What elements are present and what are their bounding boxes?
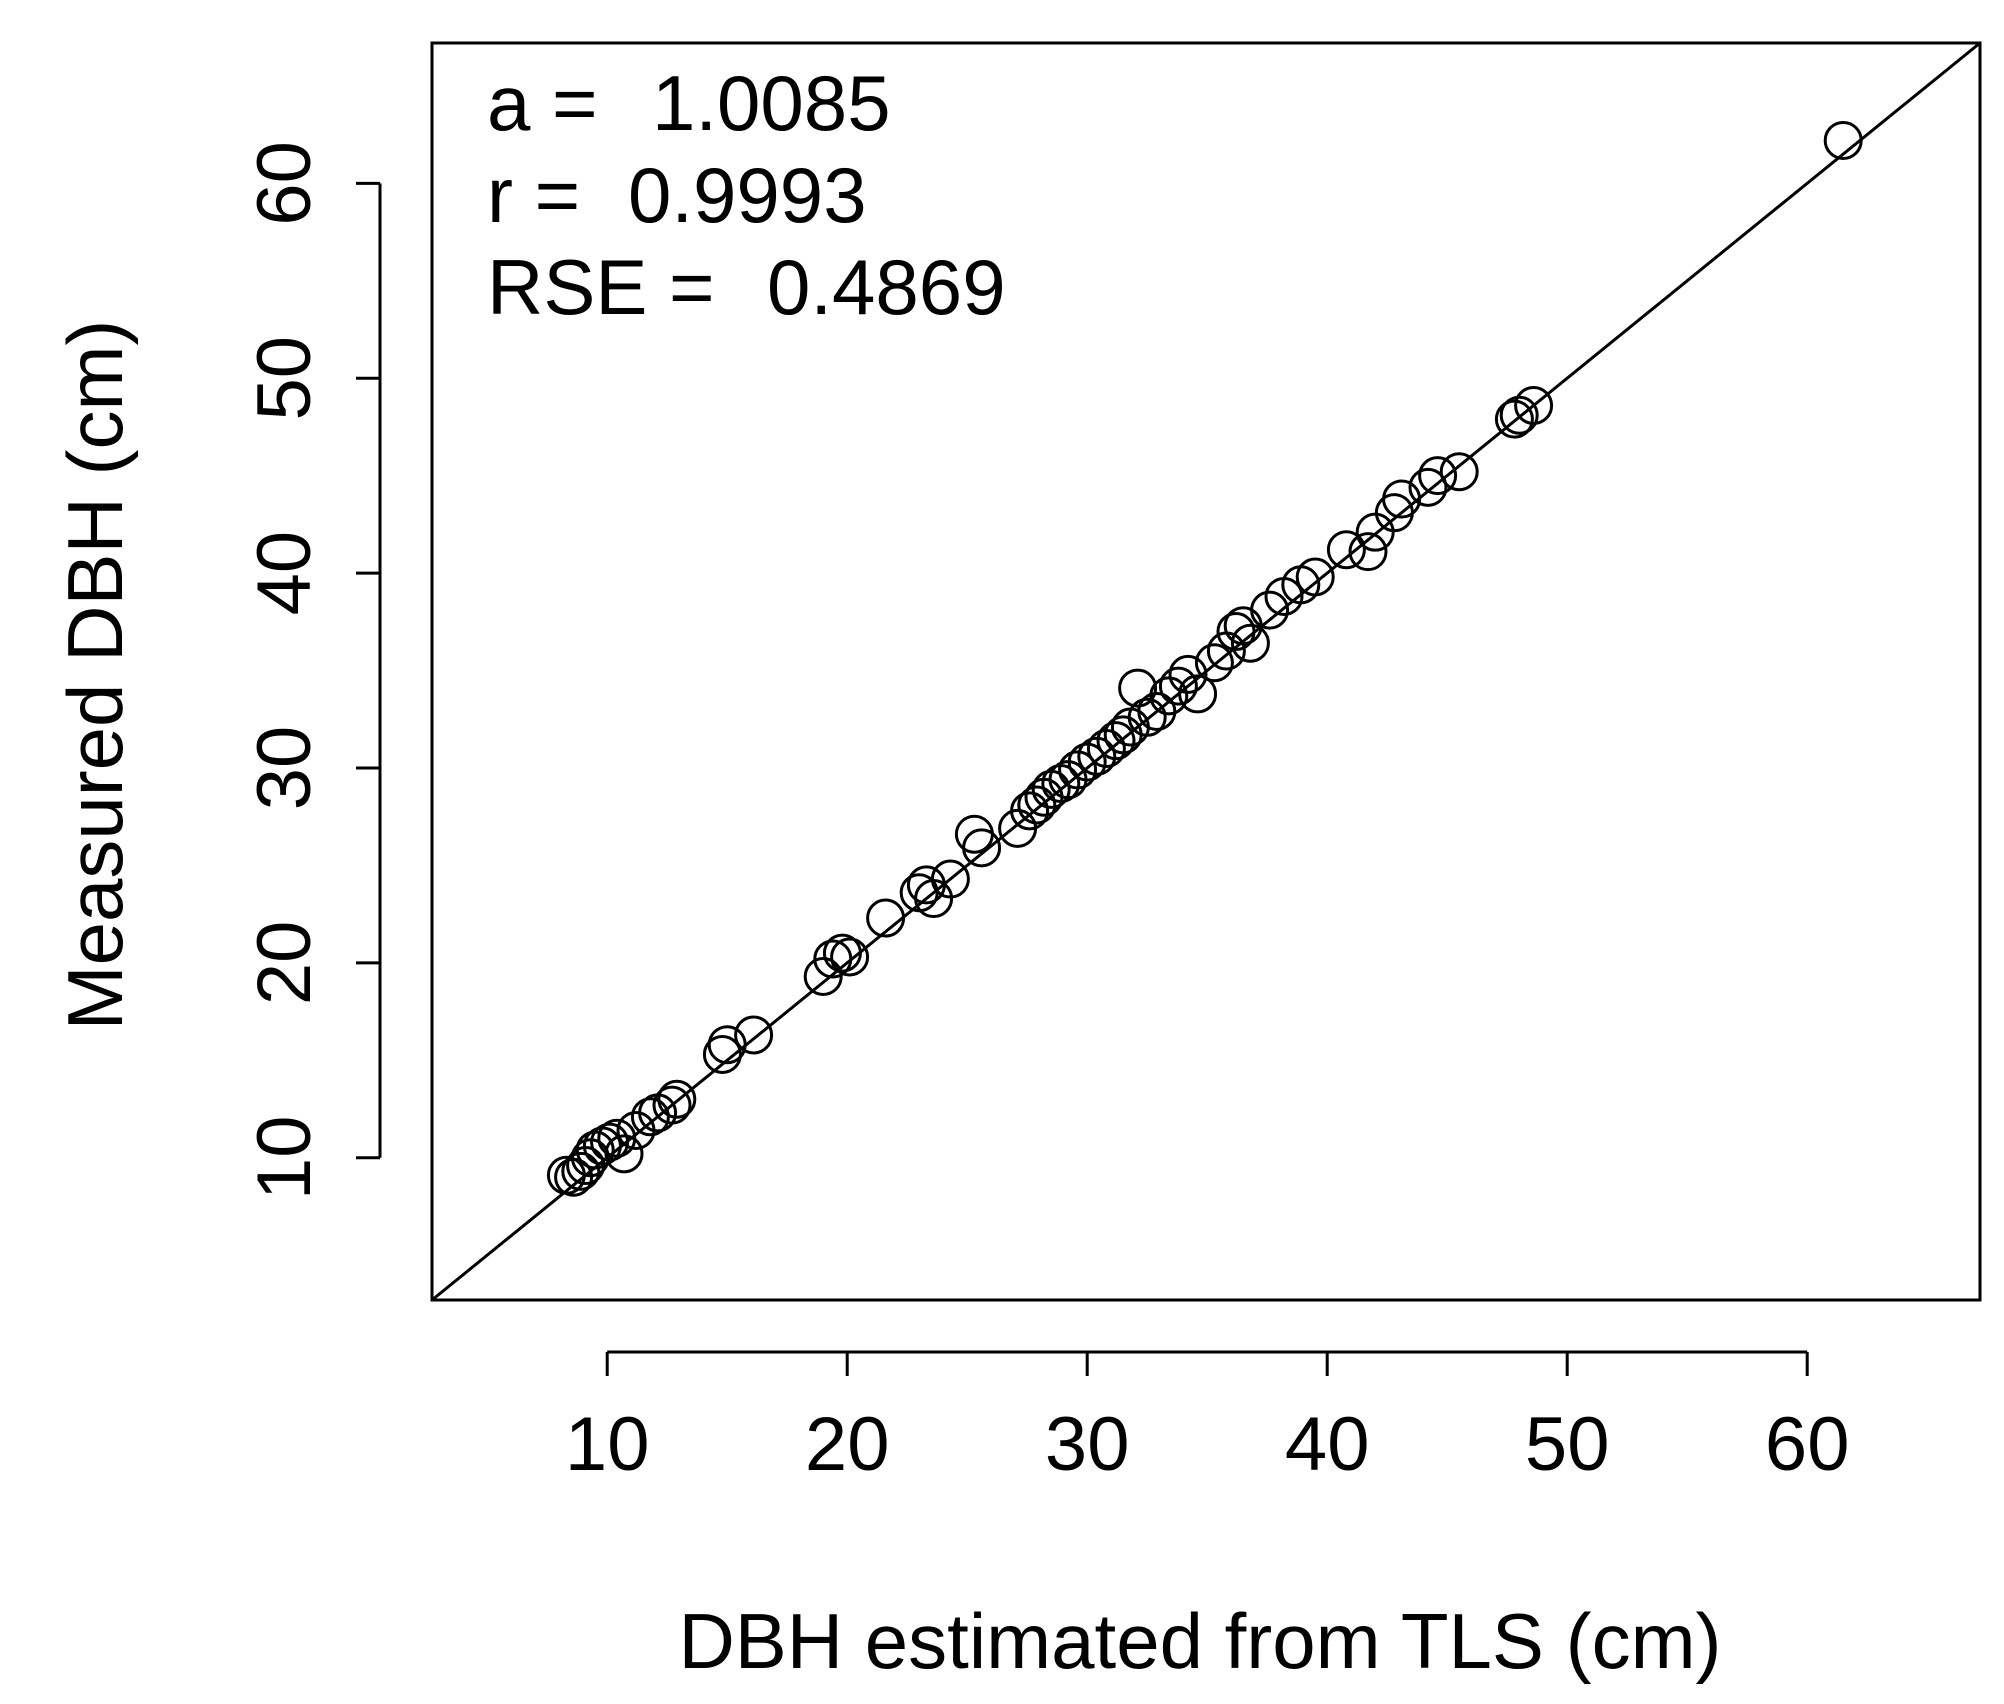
x-axis-title: DBH estimated from TLS (cm) [678, 1597, 1721, 1685]
annotation-r-label: r = [487, 151, 580, 239]
x-tick-label: 50 [1525, 1402, 1610, 1487]
y-tick-label: 10 [242, 1115, 327, 1200]
data-point [1149, 676, 1189, 716]
data-point [1230, 623, 1270, 663]
data-point [1194, 643, 1234, 683]
annotation-r-value: 0.9993 [628, 151, 867, 239]
data-point [1158, 666, 1198, 706]
data-point [1168, 654, 1208, 694]
data-point [1118, 668, 1158, 708]
x-tick-label: 30 [1045, 1402, 1130, 1487]
y-tick-label: 60 [242, 141, 327, 226]
data-point [1439, 452, 1479, 492]
x-tick-label: 60 [1765, 1402, 1850, 1487]
data-point [561, 1151, 601, 1191]
data-points [546, 120, 1863, 1197]
data-point [822, 933, 862, 973]
data-point [830, 937, 870, 977]
data-point [1514, 385, 1554, 425]
data-point [604, 1134, 644, 1174]
data-point [1348, 532, 1388, 572]
data-point [734, 1015, 774, 1055]
y-axis-title: Measured DBH (cm) [51, 320, 139, 1031]
data-point [1178, 674, 1218, 714]
data-point [1494, 399, 1534, 439]
data-point [1067, 742, 1107, 782]
data-point [1326, 530, 1366, 570]
y-axis: 10 20 30 40 50 60 [242, 141, 382, 1200]
data-point [1010, 791, 1050, 831]
annotation-rse-value: 0.4869 [767, 243, 1006, 331]
data-point [1374, 493, 1414, 533]
y-tick-label: 30 [242, 726, 327, 811]
data-point [866, 898, 906, 938]
data-point [954, 814, 994, 854]
data-point [590, 1122, 630, 1162]
y-tick-label: 40 [242, 531, 327, 616]
data-point [702, 1034, 742, 1074]
x-tick-label: 20 [805, 1402, 890, 1487]
data-point [1418, 456, 1458, 496]
x-tick-label: 40 [1285, 1402, 1370, 1487]
data-point [1823, 120, 1863, 160]
data-point [1408, 467, 1448, 507]
data-point [962, 828, 1002, 868]
data-point [1017, 785, 1057, 825]
data-point [1127, 697, 1167, 737]
annotation-rse-label: RSE = [487, 243, 715, 331]
y-tick-label: 50 [242, 336, 327, 421]
data-point [707, 1025, 747, 1065]
data-point [813, 939, 853, 979]
x-axis: 10 20 30 40 50 60 [565, 1350, 1850, 1487]
data-point [1295, 557, 1335, 597]
annotation-a-value: 1.0085 [652, 59, 891, 147]
data-point [1058, 750, 1098, 790]
data-point [1382, 479, 1422, 519]
x-tick-label: 10 [565, 1402, 650, 1487]
data-point [1096, 721, 1136, 761]
annotation-a-label: a = [487, 59, 598, 147]
data-point [1355, 512, 1395, 552]
data-point [1250, 590, 1290, 630]
data-point [657, 1079, 697, 1119]
data-point [652, 1085, 692, 1125]
data-point [930, 859, 970, 899]
y-tick-label: 20 [242, 921, 327, 1006]
data-point [1216, 612, 1256, 652]
plot-frame [430, 41, 1982, 1302]
